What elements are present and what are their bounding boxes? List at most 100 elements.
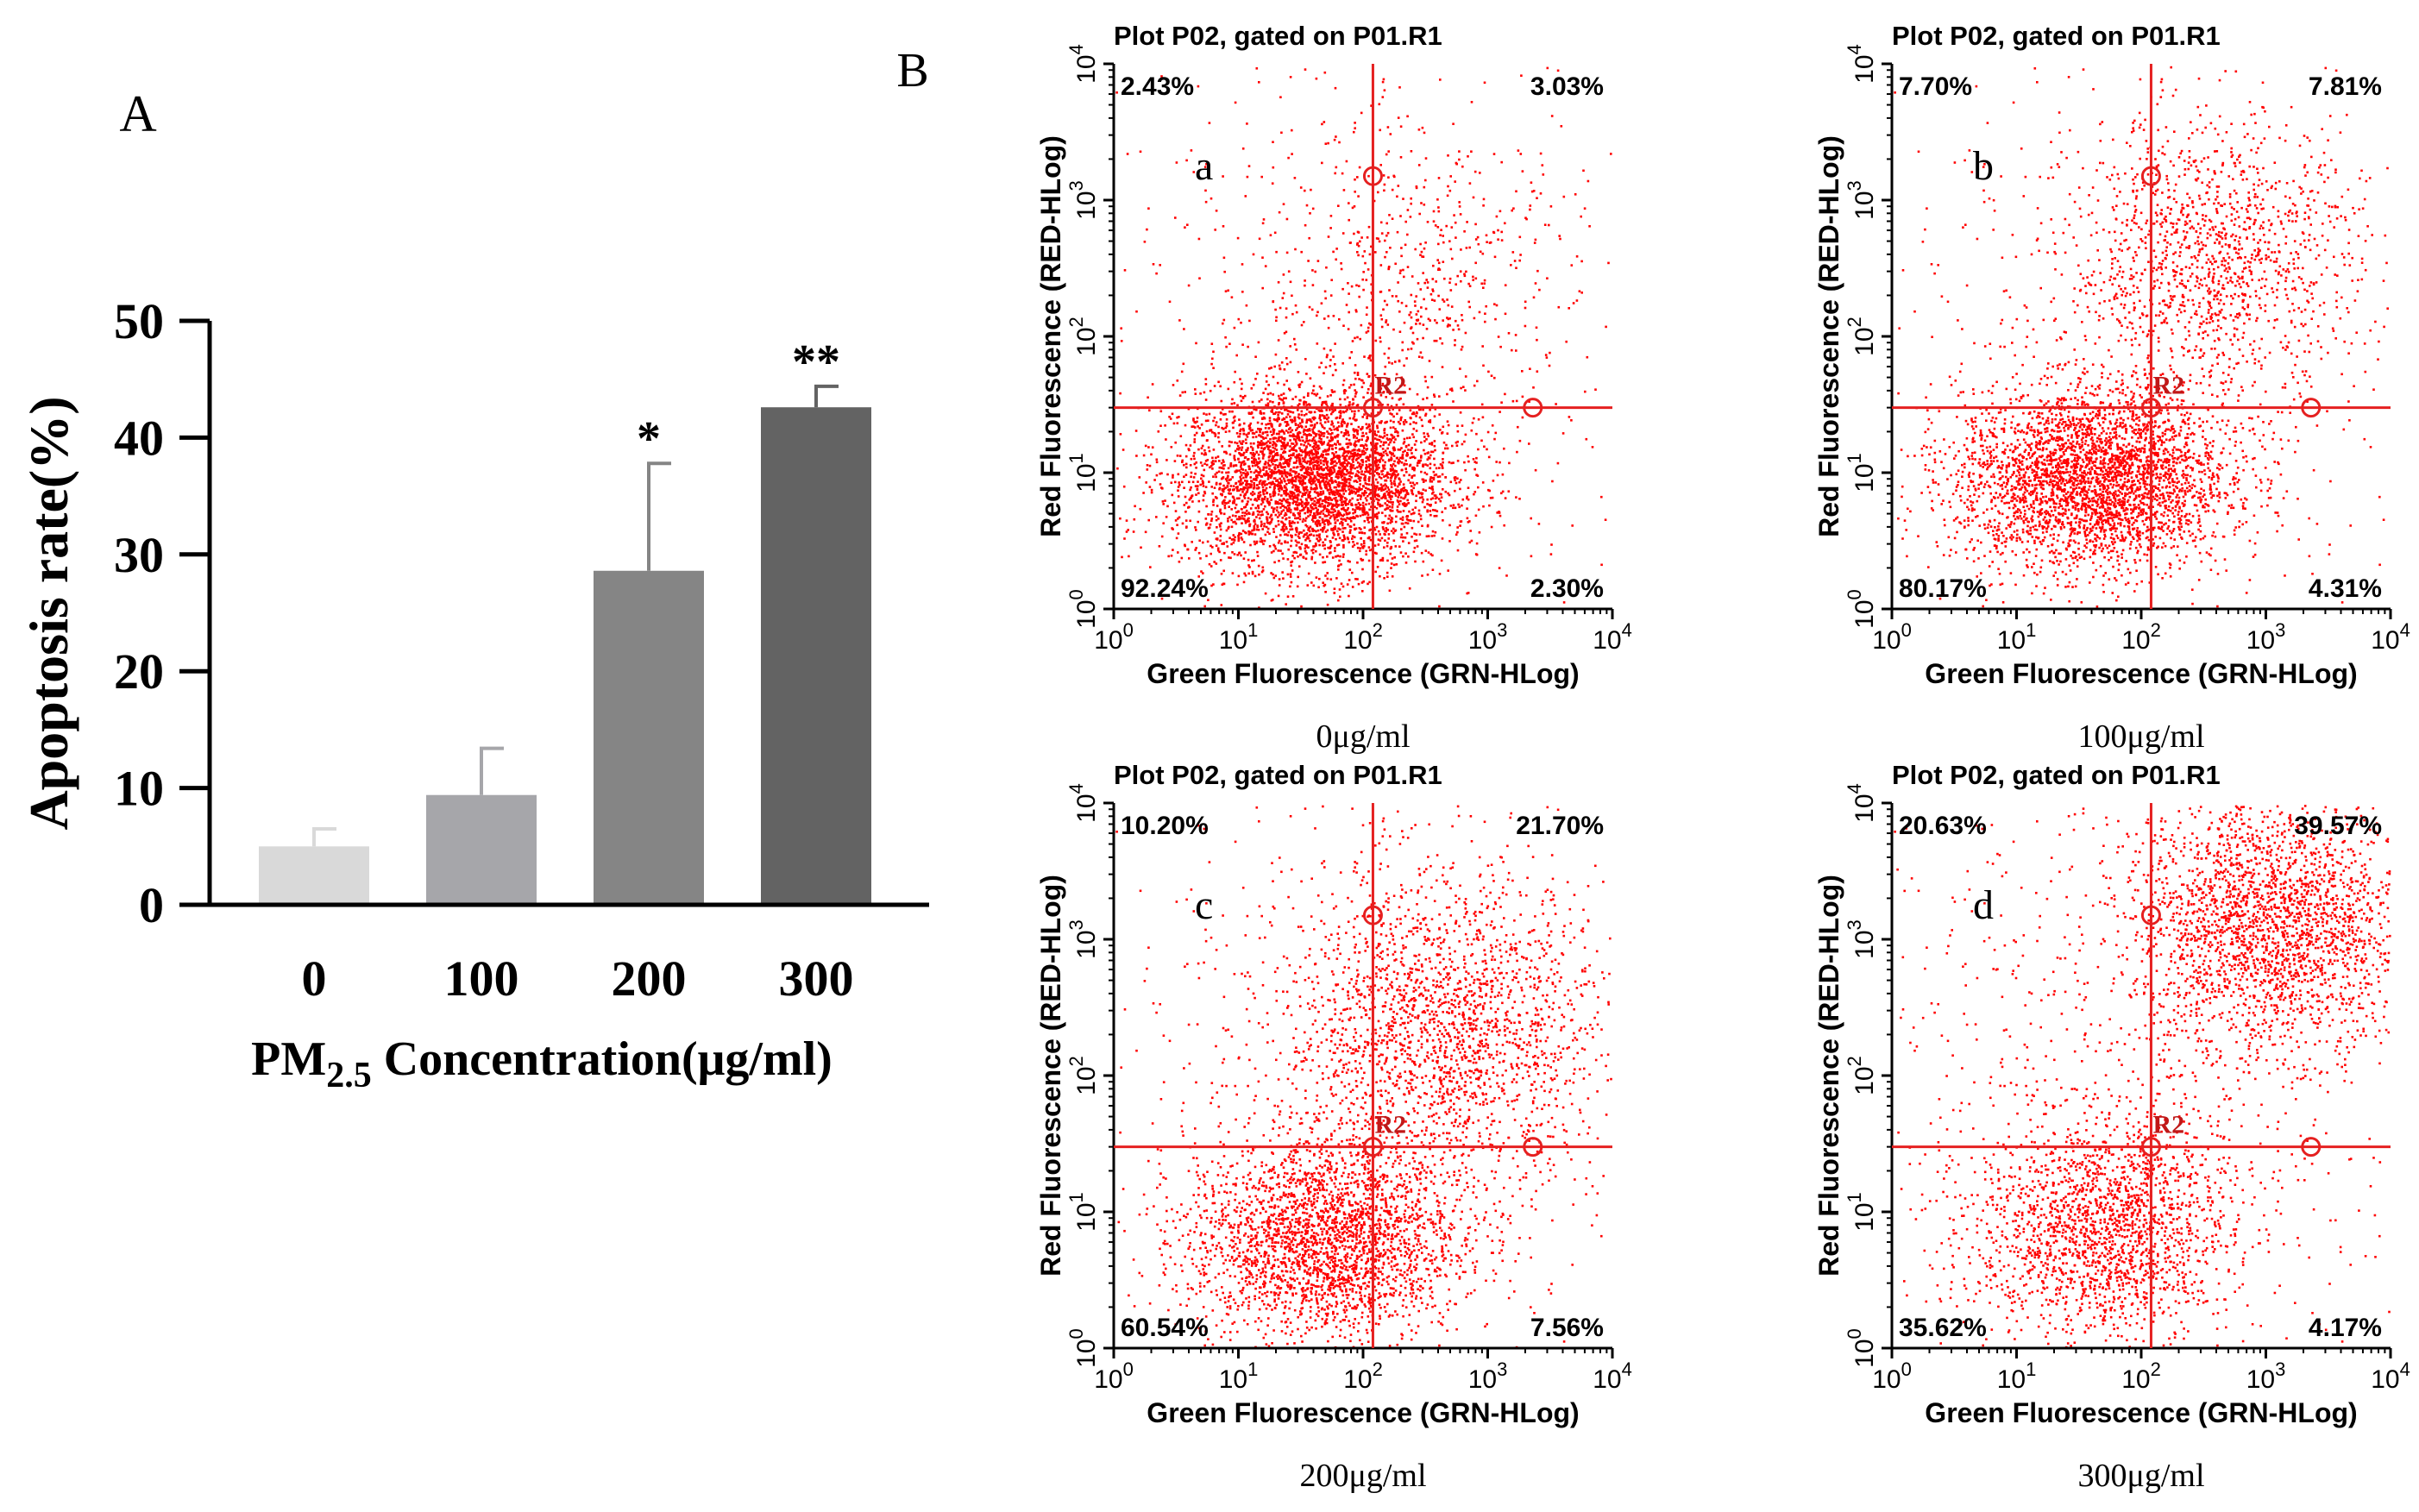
event-dot — [1411, 474, 1414, 478]
event-dot — [1473, 492, 1475, 496]
event-dot — [1417, 509, 1421, 512]
event-dot — [1397, 299, 1399, 303]
event-dot — [1261, 513, 1264, 516]
event-dot — [1334, 549, 1336, 553]
event-dot — [1529, 204, 1532, 207]
event-dot — [1354, 474, 1357, 478]
event-dot — [1297, 371, 1300, 373]
event-dot — [1311, 269, 1314, 272]
event-dot — [1387, 267, 1390, 271]
event-dot — [1312, 529, 1316, 532]
event-dot — [1268, 502, 1272, 505]
event-dot — [1385, 251, 1388, 254]
event-dot — [1212, 367, 1215, 369]
event-dot — [1260, 537, 1262, 540]
event-dot — [1280, 481, 1283, 484]
event-dot — [1388, 505, 1392, 508]
event-dot — [1150, 491, 1153, 494]
event-dot — [1316, 311, 1319, 314]
event-dot — [1147, 396, 1149, 399]
event-dot — [1378, 475, 1381, 479]
event-dot — [1253, 471, 1256, 474]
event-dot — [1360, 557, 1362, 561]
event-dot — [1270, 514, 1272, 518]
event-dot — [1410, 326, 1413, 329]
event-dot — [1398, 311, 1401, 313]
event-dot — [1366, 417, 1368, 420]
event-dot — [1240, 507, 1243, 511]
event-dot — [1240, 480, 1242, 482]
event-dot — [1288, 522, 1291, 524]
event-dot — [1459, 487, 1461, 491]
event-dot — [1336, 519, 1339, 522]
event-dot — [1302, 439, 1304, 442]
event-dot — [1252, 416, 1254, 419]
event-dot — [1339, 489, 1342, 492]
event-dot — [1420, 470, 1423, 474]
event-dot — [1345, 304, 1348, 306]
event-dot — [1427, 456, 1430, 459]
event-dot — [1285, 492, 1288, 495]
event-dot — [1309, 525, 1312, 529]
event-dot — [1362, 396, 1365, 398]
event-dot — [1264, 427, 1267, 430]
event-dot — [1379, 483, 1383, 486]
event-dot — [1423, 449, 1425, 452]
event-dot — [1194, 392, 1197, 395]
event-dot — [1278, 539, 1281, 543]
event-dot — [1274, 459, 1277, 461]
event-dot — [1559, 237, 1561, 241]
event-dot — [1460, 279, 1462, 283]
event-dot — [1303, 321, 1305, 323]
event-dot — [1196, 420, 1198, 423]
event-dot — [1294, 484, 1297, 487]
event-dot — [1251, 429, 1253, 431]
event-dot — [1297, 555, 1299, 558]
event-dot — [1289, 479, 1291, 482]
event-dot — [1345, 425, 1348, 428]
event-dot — [1415, 440, 1417, 442]
event-dot — [1253, 499, 1256, 501]
event-dot — [1401, 348, 1404, 352]
event-dot — [1380, 536, 1384, 540]
event-dot — [1236, 236, 1240, 240]
event-dot — [1312, 436, 1316, 439]
event-dot — [1411, 492, 1414, 494]
event-dot — [1316, 260, 1320, 262]
event-dot — [1235, 432, 1239, 435]
event-dot — [1300, 454, 1303, 457]
event-dot — [1409, 481, 1412, 484]
event-dot — [1511, 209, 1513, 212]
event-dot — [1354, 429, 1358, 431]
event-dot — [1247, 473, 1249, 475]
event-dot — [1386, 231, 1390, 235]
event-dot — [1236, 554, 1239, 556]
event-dot — [1333, 497, 1335, 500]
x-tick-label: 300 — [779, 950, 854, 1007]
event-dot — [1534, 238, 1537, 242]
event-dot — [1410, 197, 1412, 200]
event-dot — [1227, 520, 1229, 523]
event-dot — [1378, 495, 1380, 498]
event-dot — [1285, 217, 1289, 221]
event-dot — [1273, 436, 1276, 439]
event-dot — [1123, 269, 1127, 272]
event-dot — [1373, 551, 1377, 555]
event-dot — [1515, 349, 1517, 352]
event-dot — [1387, 379, 1390, 382]
event-dot — [1446, 392, 1448, 396]
event-dot — [1385, 479, 1388, 482]
event-dot — [1492, 153, 1496, 155]
event-dot — [1565, 340, 1568, 343]
event-dot — [1467, 155, 1469, 158]
event-dot — [1242, 422, 1246, 425]
event-dot — [1404, 421, 1408, 423]
event-dot — [1177, 532, 1180, 535]
event-dot — [1447, 317, 1450, 321]
event-dot — [1272, 428, 1275, 430]
event-dot — [1249, 470, 1253, 474]
event-dot — [1285, 517, 1288, 520]
event-dot — [1341, 522, 1344, 524]
event-dot — [1281, 521, 1285, 524]
event-dot — [1304, 279, 1306, 282]
